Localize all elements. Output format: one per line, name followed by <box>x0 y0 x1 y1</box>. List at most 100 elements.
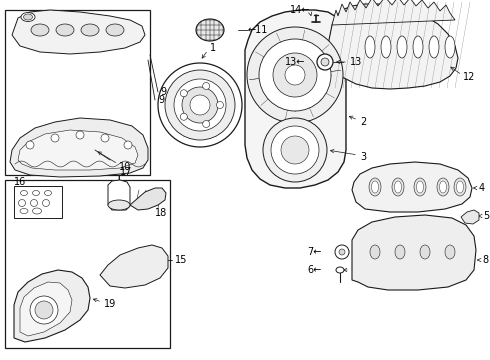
Polygon shape <box>352 215 476 290</box>
Ellipse shape <box>31 24 49 36</box>
Circle shape <box>317 54 333 70</box>
Ellipse shape <box>21 190 27 195</box>
Ellipse shape <box>454 178 466 196</box>
Text: 5: 5 <box>483 211 489 221</box>
Ellipse shape <box>56 24 74 36</box>
Ellipse shape <box>24 14 32 20</box>
Circle shape <box>285 65 305 85</box>
Ellipse shape <box>395 245 405 259</box>
Polygon shape <box>352 162 472 212</box>
Text: 1: 1 <box>210 43 216 53</box>
Polygon shape <box>100 245 168 288</box>
Polygon shape <box>14 270 90 342</box>
Ellipse shape <box>32 190 40 195</box>
Circle shape <box>124 141 132 149</box>
Circle shape <box>190 95 210 115</box>
Polygon shape <box>332 0 455 25</box>
Ellipse shape <box>371 181 378 193</box>
Ellipse shape <box>414 178 426 196</box>
Polygon shape <box>18 130 138 170</box>
Ellipse shape <box>445 245 455 259</box>
Text: 9: 9 <box>158 95 164 105</box>
Polygon shape <box>130 188 166 210</box>
Circle shape <box>335 245 349 259</box>
Ellipse shape <box>20 208 28 213</box>
Circle shape <box>180 113 187 120</box>
Circle shape <box>339 249 345 255</box>
Ellipse shape <box>413 36 423 58</box>
Circle shape <box>158 63 242 147</box>
Circle shape <box>76 131 84 139</box>
Polygon shape <box>108 180 130 210</box>
Ellipse shape <box>445 36 455 58</box>
Ellipse shape <box>106 24 124 36</box>
Ellipse shape <box>21 13 35 22</box>
Text: 8: 8 <box>482 255 488 265</box>
Ellipse shape <box>397 36 407 58</box>
Text: 12: 12 <box>463 72 475 82</box>
Text: ←11: ←11 <box>248 25 269 35</box>
Circle shape <box>203 121 210 127</box>
Ellipse shape <box>392 178 404 196</box>
Bar <box>5 10 150 175</box>
Ellipse shape <box>369 178 381 196</box>
Text: 19: 19 <box>104 299 116 309</box>
Circle shape <box>217 102 223 108</box>
Ellipse shape <box>81 24 99 36</box>
Circle shape <box>35 301 53 319</box>
Text: 7←: 7← <box>308 247 322 257</box>
Text: 6←: 6← <box>308 265 322 275</box>
Ellipse shape <box>32 208 42 214</box>
Circle shape <box>30 296 58 324</box>
Polygon shape <box>12 10 145 54</box>
Ellipse shape <box>440 181 446 193</box>
Ellipse shape <box>108 200 130 210</box>
Circle shape <box>174 79 226 131</box>
Circle shape <box>259 39 331 111</box>
Circle shape <box>26 141 34 149</box>
Polygon shape <box>10 118 148 177</box>
Text: 13: 13 <box>350 57 362 67</box>
Ellipse shape <box>429 36 439 58</box>
Circle shape <box>30 199 38 207</box>
Circle shape <box>180 90 187 97</box>
Ellipse shape <box>336 267 344 273</box>
Text: 17: 17 <box>120 167 132 177</box>
Bar <box>14 186 62 218</box>
Circle shape <box>43 199 49 207</box>
Circle shape <box>101 134 109 142</box>
Ellipse shape <box>437 178 449 196</box>
Text: 3: 3 <box>360 152 366 162</box>
Circle shape <box>321 58 329 66</box>
Polygon shape <box>20 282 72 336</box>
Text: 4: 4 <box>479 183 485 193</box>
Circle shape <box>19 199 25 207</box>
Text: 13←: 13← <box>285 57 305 67</box>
Ellipse shape <box>457 181 464 193</box>
Circle shape <box>281 136 309 164</box>
Text: 15: 15 <box>175 255 187 265</box>
Ellipse shape <box>394 181 401 193</box>
Ellipse shape <box>370 245 380 259</box>
Circle shape <box>271 126 319 174</box>
Circle shape <box>273 53 317 97</box>
Bar <box>5 180 170 348</box>
Circle shape <box>51 134 59 142</box>
Ellipse shape <box>416 181 423 193</box>
Circle shape <box>165 70 235 140</box>
Text: 2: 2 <box>360 117 366 127</box>
Ellipse shape <box>45 190 51 195</box>
Ellipse shape <box>196 19 224 41</box>
Polygon shape <box>245 10 346 188</box>
Ellipse shape <box>365 36 375 58</box>
Circle shape <box>263 118 327 182</box>
Polygon shape <box>461 210 479 224</box>
Ellipse shape <box>381 36 391 58</box>
Text: 18: 18 <box>155 208 167 218</box>
Text: 14←: 14← <box>290 5 310 15</box>
Circle shape <box>182 87 218 123</box>
Text: 10: 10 <box>119 162 131 172</box>
Circle shape <box>203 82 210 90</box>
Ellipse shape <box>420 245 430 259</box>
Circle shape <box>247 27 343 123</box>
